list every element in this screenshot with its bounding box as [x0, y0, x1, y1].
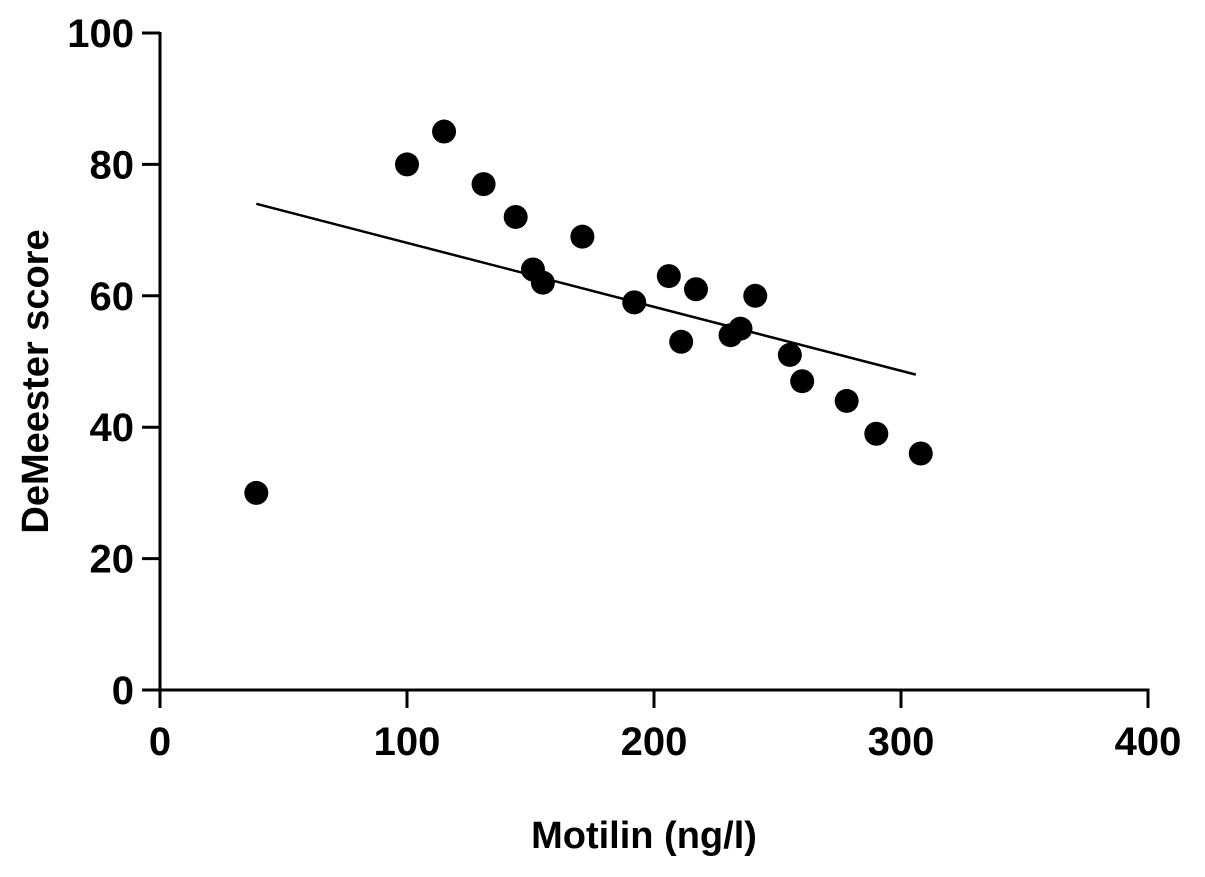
y-tick-label: 100 [67, 12, 134, 56]
data-point [908, 441, 933, 466]
y-tick-label: 60 [90, 275, 135, 319]
data-point [656, 264, 681, 289]
data-point [777, 342, 802, 367]
ticks: 0 20 40 60 80 100 0 100 200 300 400 [67, 12, 1181, 764]
x-tick-label: 100 [374, 720, 441, 764]
data-point [669, 329, 694, 354]
data-point [743, 283, 768, 308]
data-point [570, 224, 595, 249]
x-tick-label: 300 [868, 720, 935, 764]
axes [158, 32, 1150, 692]
trendline [256, 202, 917, 376]
x-axis-title: Motilin (ng/l) [531, 815, 757, 857]
y-tick-label: 80 [90, 143, 135, 187]
x-tick-label: 200 [621, 720, 688, 764]
data-point [622, 290, 647, 315]
data-point [432, 119, 457, 144]
data-point [790, 369, 815, 394]
data-point [683, 277, 708, 302]
data-point [530, 270, 555, 295]
trendline-group [256, 202, 917, 376]
data-point [834, 388, 859, 413]
y-tick-label: 0 [112, 669, 134, 713]
data-point [503, 204, 528, 229]
data-point [471, 172, 496, 197]
x-tick-label: 0 [149, 720, 171, 764]
data-point [244, 480, 269, 505]
data-point [395, 152, 419, 177]
y-axis-title: DeMeester score [15, 229, 57, 533]
data-point [864, 421, 889, 446]
x-tick-label: 400 [1115, 720, 1182, 764]
data-points [244, 119, 933, 505]
y-tick-label: 20 [90, 538, 135, 582]
y-tick-label: 40 [90, 406, 135, 450]
data-point [728, 316, 753, 341]
